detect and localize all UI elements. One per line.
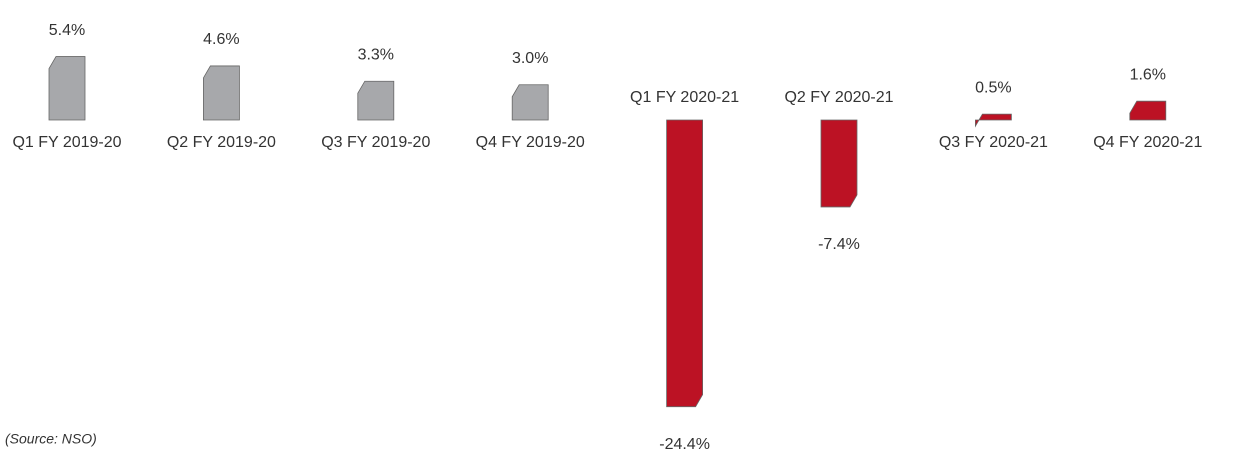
bar (820, 119, 858, 208)
value-label: 3.0% (512, 50, 548, 67)
value-label: 5.4% (49, 22, 85, 39)
bar (357, 80, 395, 121)
source-note: (Source: NSO) (5, 431, 97, 447)
x-tick-label: Q2 FY 2020-21 (784, 89, 893, 106)
x-tick-label: Q1 FY 2019-20 (12, 134, 121, 151)
bar (975, 113, 1012, 128)
value-label: 4.6% (203, 31, 239, 48)
value-label: -7.4% (818, 236, 860, 253)
value-label: 0.5% (975, 79, 1011, 96)
x-tick-label: Q2 FY 2019-20 (167, 134, 276, 151)
bar (666, 119, 703, 408)
bar (202, 65, 240, 121)
bar (1129, 100, 1167, 121)
bar (511, 84, 549, 121)
x-tick-label: Q3 FY 2019-20 (321, 134, 430, 151)
value-label: 1.6% (1130, 66, 1166, 83)
x-tick-label: Q4 FY 2020-21 (1093, 134, 1202, 151)
x-tick-label: Q1 FY 2020-21 (630, 89, 739, 106)
x-tick-label: Q4 FY 2019-20 (476, 134, 585, 151)
x-tick-label: Q3 FY 2020-21 (939, 134, 1048, 151)
value-label: -24.4% (659, 436, 710, 452)
bar (48, 56, 86, 121)
value-label: 3.3% (358, 46, 394, 63)
